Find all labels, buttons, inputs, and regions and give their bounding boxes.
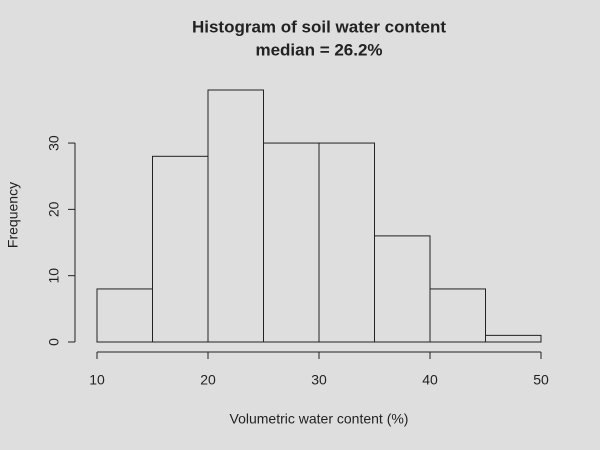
x-tick-label: 10 <box>89 372 105 388</box>
chart-subtitle: median = 26.2% <box>255 40 382 59</box>
y-axis-label: Frequency <box>5 182 21 248</box>
x-tick-label: 20 <box>200 372 216 388</box>
x-tick-label: 40 <box>422 372 438 388</box>
x-axis-label: Volumetric water content (%) <box>230 411 409 427</box>
y-tick-label: 0 <box>46 338 62 346</box>
x-tick-label: 50 <box>533 372 549 388</box>
y-tick-label: 10 <box>46 268 62 284</box>
bar <box>429 288 486 343</box>
bar <box>485 334 542 343</box>
chart-title: Histogram of soil water content <box>192 17 446 36</box>
y-tick-label: 20 <box>46 201 62 217</box>
x-tick-label: 30 <box>311 372 327 388</box>
y-tick-label: 30 <box>46 135 62 151</box>
